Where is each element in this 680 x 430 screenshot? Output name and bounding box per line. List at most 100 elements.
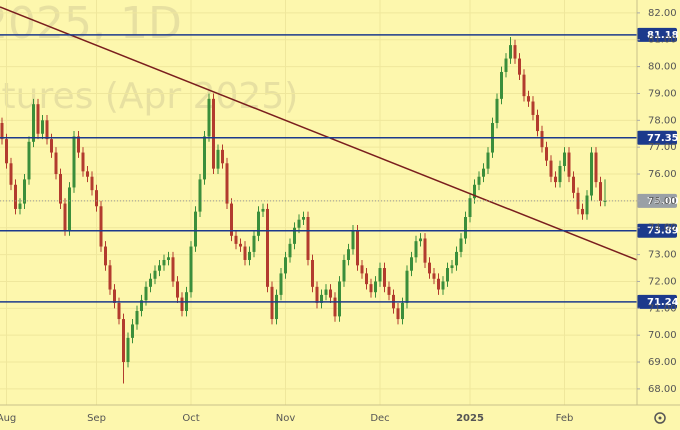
candle-body [509, 45, 512, 59]
candle-body [527, 96, 530, 102]
candle-body [99, 206, 103, 247]
candle-body [81, 152, 85, 172]
candle-body [360, 265, 364, 274]
level-label: 71.24 [647, 297, 679, 308]
candle-body [153, 270, 157, 279]
y-tick-label: 81.00 [648, 35, 677, 46]
y-tick-label: 77.00 [648, 142, 677, 153]
candle-body [171, 257, 175, 282]
watermark-name: Futures (Apr 2025) [0, 76, 298, 117]
candle-body [288, 243, 292, 258]
candle-body [14, 184, 17, 209]
y-tick-label: 76.00 [648, 169, 677, 180]
candle-body [144, 286, 148, 301]
candle-body [338, 281, 341, 317]
candle-body [437, 278, 440, 290]
candle-body [603, 200, 607, 202]
candle-body [302, 217, 305, 220]
candle-body [216, 149, 220, 169]
candle-body [504, 58, 508, 72]
candle-body [275, 294, 278, 320]
candle-body [554, 176, 557, 183]
y-tick-label: 80.00 [648, 62, 677, 73]
candle-body [9, 163, 13, 185]
candle-body [378, 268, 382, 282]
candle-body [36, 104, 40, 134]
candle-body [108, 265, 112, 290]
candle-body [77, 136, 80, 153]
gear-center[interactable] [658, 416, 662, 420]
candle-body [347, 249, 350, 260]
candle-body [518, 58, 521, 75]
y-tick-label: 70.00 [648, 330, 677, 341]
x-tick-label: Dec [370, 413, 389, 424]
candle-body [315, 286, 319, 303]
level-box [637, 130, 677, 145]
y-tick-label: 68.00 [648, 384, 677, 395]
candle-body [405, 270, 409, 303]
candle-body [320, 294, 323, 303]
candle-body [522, 74, 526, 97]
candle-body [257, 211, 260, 236]
candle-body [90, 176, 94, 191]
level-label: 77.35 [647, 133, 679, 144]
candle-body [329, 289, 332, 298]
candle-body [23, 179, 26, 204]
settings-icon[interactable] [654, 412, 666, 424]
candle-body [176, 281, 179, 298]
candle-body [45, 120, 49, 140]
candle-body [131, 324, 134, 338]
candle-body [365, 273, 368, 285]
candle-body [333, 297, 337, 317]
level-box [637, 27, 677, 42]
candle-body [135, 311, 139, 325]
candle-body [284, 257, 287, 274]
candle-body [356, 230, 359, 266]
candle-body [446, 268, 449, 282]
candle-body [351, 230, 355, 250]
candle-body [41, 120, 44, 134]
candle-body [414, 241, 418, 258]
candle-body [369, 284, 373, 293]
x-tick-label: Aug [0, 413, 16, 424]
last-price-box [637, 193, 677, 208]
y-tick-label: 73.00 [648, 250, 677, 261]
candle-body [68, 187, 71, 231]
candle-body [180, 297, 184, 312]
candle-body [374, 281, 377, 293]
candle-body [477, 176, 481, 185]
level-box [637, 223, 677, 238]
candle-body [117, 302, 121, 320]
candle-body [468, 198, 472, 218]
candle-body [531, 101, 535, 115]
y-tick-label: 72.00 [648, 276, 677, 287]
gear[interactable] [654, 412, 666, 424]
y-tick-label: 82.00 [648, 8, 677, 19]
candle-body [423, 238, 427, 263]
candle-body [167, 257, 170, 260]
candle-body [104, 246, 107, 266]
candle-body [230, 203, 233, 236]
candle-body [149, 278, 152, 287]
watermark-symbol: 2025, 1D [0, 0, 182, 49]
candle-body [279, 273, 283, 295]
x-tick-label: Oct [182, 413, 199, 424]
candle-body [86, 171, 89, 177]
last-price-label: 75.00 [647, 196, 679, 207]
candle-body [297, 219, 301, 228]
candle-body [162, 259, 166, 266]
candle-body [455, 251, 458, 266]
candle-body [590, 152, 593, 196]
candle-body [293, 227, 296, 244]
candle-body [464, 217, 467, 239]
level-box [637, 294, 677, 309]
candle-body [50, 139, 53, 153]
candle-body [432, 273, 436, 279]
candle-body [383, 268, 386, 287]
candle-body [252, 235, 256, 252]
candle-body [441, 281, 445, 290]
candle-body [572, 176, 575, 193]
level-label: 73.89 [647, 226, 679, 237]
candle-body [558, 165, 562, 183]
